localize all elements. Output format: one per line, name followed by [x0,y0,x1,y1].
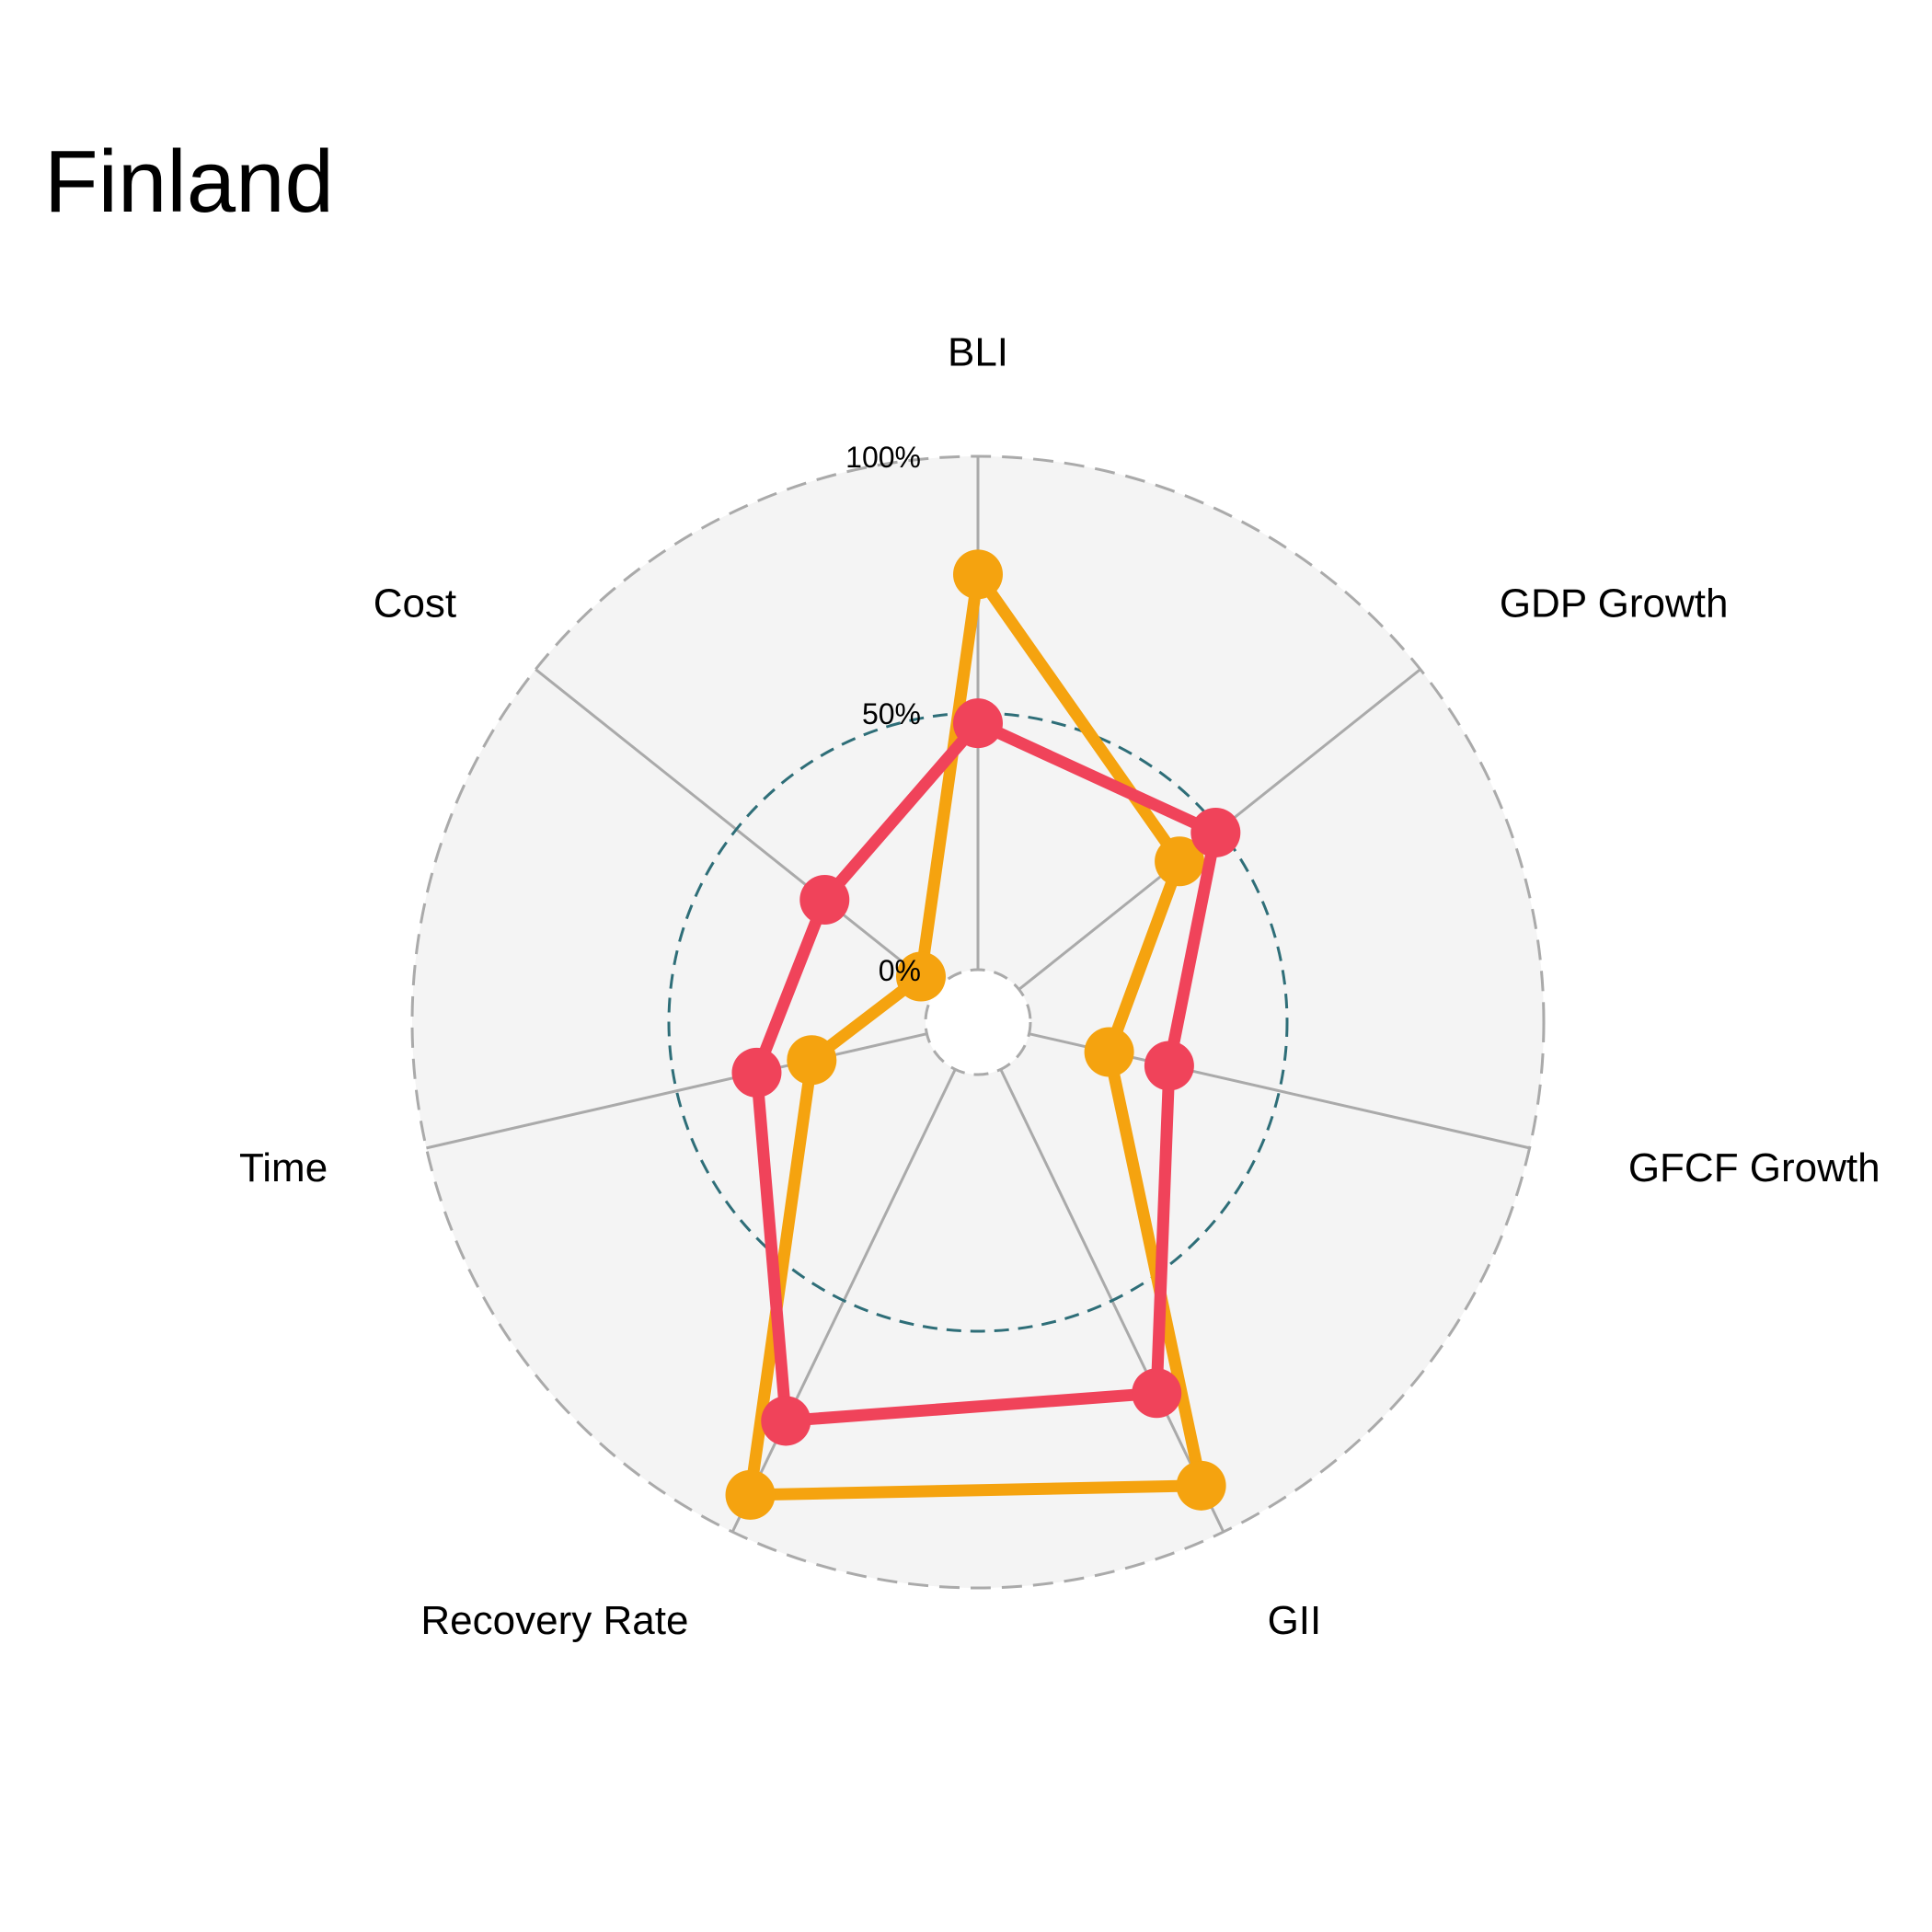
axis-label: Cost [374,581,456,627]
series-point [731,1047,782,1098]
axis-label: Recovery Rate [420,1598,688,1643]
radar-spoke [426,1032,927,1150]
series-point [787,1035,837,1086]
radar-labels: BLI GDP Growth GFCF Growth GII Recovery Rate… [239,330,1880,1643]
series-point [761,1396,811,1446]
axis-label: Time [239,1145,328,1190]
tick-label: 50% [862,697,921,730]
axis-label: GDP Growth [1500,581,1729,627]
series-point [799,875,850,926]
radar-series-group [725,549,1241,1520]
series-point [953,549,1003,600]
series-point [725,1469,776,1520]
series-point [895,951,946,1002]
radar-grid [410,454,1546,1590]
axis-label: GII [1268,1598,1322,1643]
series-point [1176,1460,1226,1511]
series-point [953,698,1003,749]
axis-label: GFCF Growth [1628,1145,1880,1190]
series-point [1084,1027,1134,1077]
chart-title: Finland [44,132,334,231]
series-point [1155,836,1205,887]
tick-label: 100% [845,441,921,474]
series-point [1132,1368,1182,1419]
radar-mid-ring [667,711,1289,1333]
radar-inner-hole [926,970,1030,1075]
series-line [751,717,1222,1427]
axis-label: BLI [948,330,1008,375]
series-point [1144,1041,1194,1091]
tick-label: 0% [879,954,921,987]
radar-inner-ring [924,968,1032,1076]
radar-outer-ring [410,454,1546,1590]
series-point [1190,807,1241,857]
